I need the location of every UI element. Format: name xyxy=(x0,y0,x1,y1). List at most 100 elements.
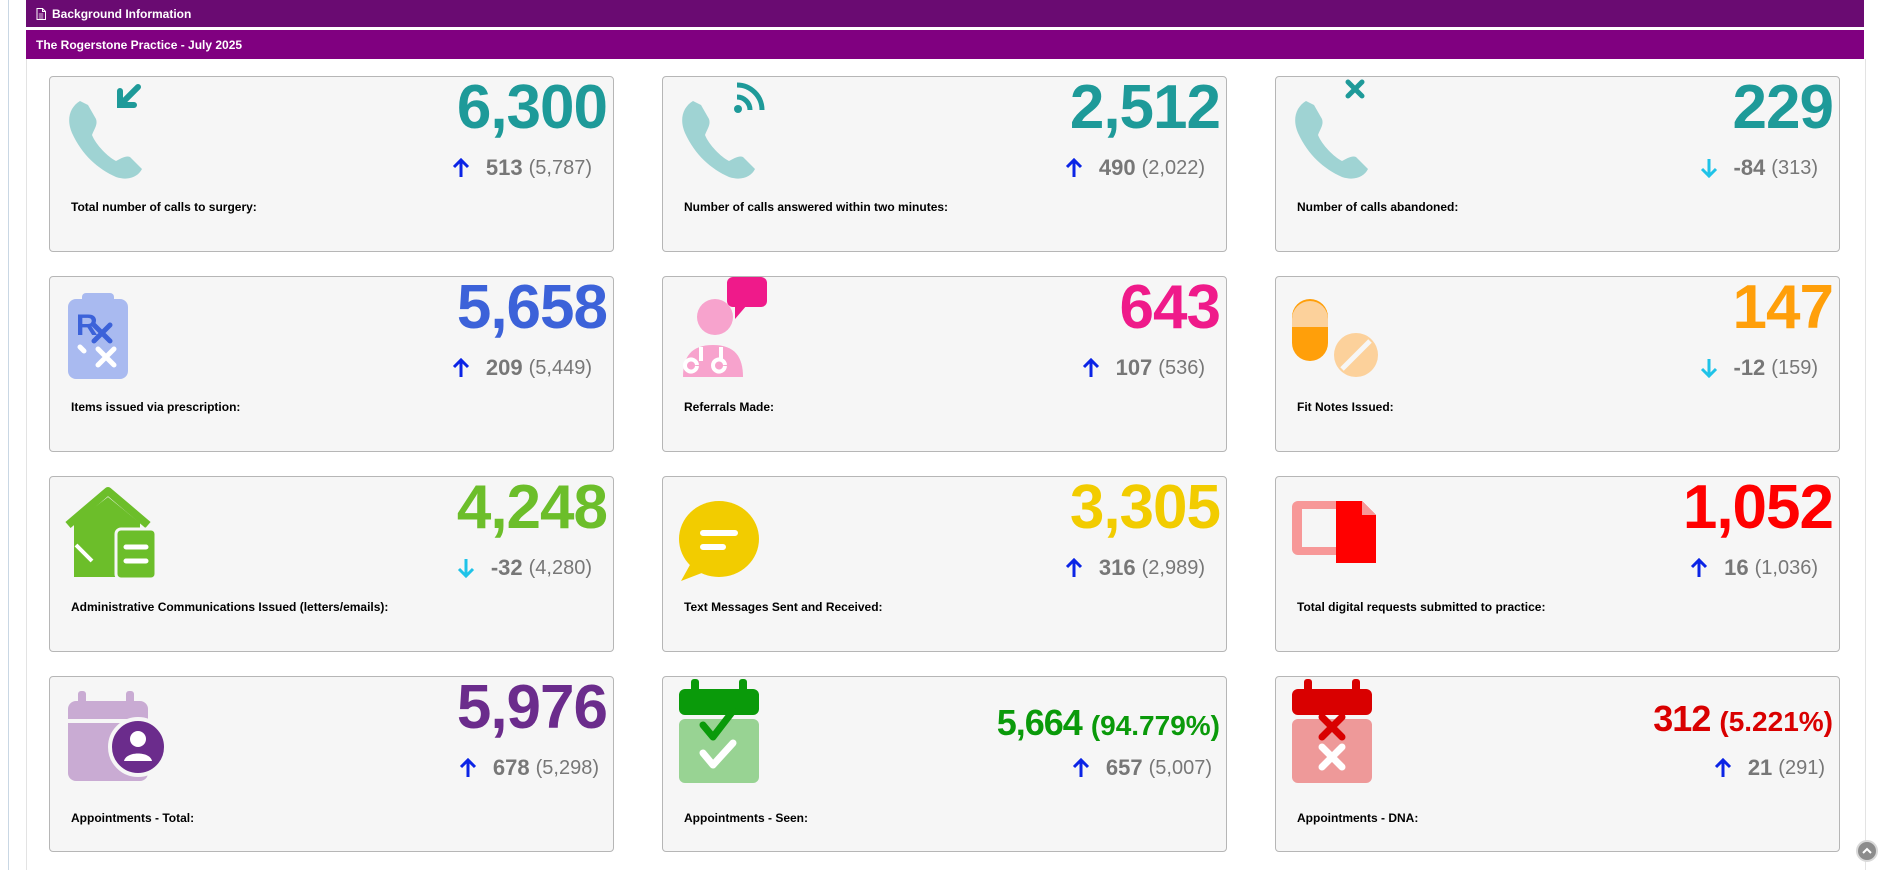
stat-delta: 21 xyxy=(1747,755,1773,780)
phone-ringing-icon xyxy=(682,82,765,179)
stat-label: Number of calls answered within two minu… xyxy=(684,200,949,214)
prescription-icon: R xyxy=(68,293,128,379)
stat-label: Total digital requests submitted to prac… xyxy=(1297,600,1546,614)
stat-card-total-calls: 6,300 513 (5,787) Total number of calls … xyxy=(49,76,614,252)
arrow-up-icon xyxy=(459,757,476,777)
stat-label: Fit Notes Issued: xyxy=(1297,400,1394,414)
calendar-cross-icon xyxy=(1292,679,1372,783)
stat-value: 6,300 xyxy=(456,73,608,142)
stat-change: -32 (4,280) xyxy=(457,555,592,581)
stat-delta: 513 xyxy=(485,155,523,180)
stat-delta: 316 xyxy=(1098,555,1136,580)
stat-delta: -32 xyxy=(490,555,523,580)
stat-delta: 490 xyxy=(1098,155,1136,180)
pills-icon xyxy=(1292,299,1378,377)
stat-delta: -12 xyxy=(1733,355,1766,380)
stat-label: Administrative Communications Issued (le… xyxy=(71,600,389,614)
phone-incoming-icon xyxy=(69,84,142,179)
stat-change: 107 (536) xyxy=(1082,355,1205,381)
stat-card-calls-abandoned: 229 -84 (313) Number of calls abandoned: xyxy=(1275,76,1840,252)
arrow-up-icon xyxy=(1072,757,1089,777)
stat-change: 490 (2,022) xyxy=(1065,155,1205,181)
stat-label: Appointments - Seen: xyxy=(684,811,809,825)
stat-label: Total number of calls to surgery: xyxy=(71,200,257,214)
stat-delta: -84 xyxy=(1733,155,1766,180)
stat-value-number: 312 xyxy=(1653,698,1711,739)
stat-value: 2,512 xyxy=(1069,73,1221,142)
stat-previous: (2,022) xyxy=(1141,156,1205,179)
phone-missed-icon xyxy=(1295,79,1368,179)
stat-card-admin-communications: 4,248 -32 (4,280) Administrative Communi… xyxy=(49,476,614,652)
stat-change: 657 (5,007) xyxy=(1072,755,1212,781)
stat-change: 678 (5,298) xyxy=(459,755,599,781)
stat-previous: (291) xyxy=(1778,756,1825,779)
stat-card-text-messages: 3,305 316 (2,989) Text Messages Sent and… xyxy=(662,476,1227,652)
stat-change: -84 (313) xyxy=(1700,155,1818,181)
stat-label: Appointments - Total: xyxy=(71,811,195,825)
stat-value: 3,305 xyxy=(1069,473,1221,542)
stat-change: 316 (2,989) xyxy=(1065,555,1205,581)
stat-card-appointments-total: 5,976 678 (5,298) Appointments - Total: xyxy=(49,676,614,852)
stat-label: Appointments - DNA: xyxy=(1297,811,1419,825)
stat-change: 16 (1,036) xyxy=(1690,555,1818,581)
document-icon xyxy=(36,7,46,20)
arrow-up-icon xyxy=(1691,557,1708,577)
stat-value: 5,664 (94.779%) xyxy=(997,705,1220,741)
arrow-up-icon xyxy=(452,157,469,177)
calendar-check-icon xyxy=(679,679,759,783)
arrow-up-icon xyxy=(1082,357,1099,377)
stat-label: Items issued via prescription: xyxy=(71,400,241,414)
stat-value-number: 5,664 xyxy=(996,702,1083,743)
stat-value-number: 5,976 xyxy=(456,673,608,742)
stat-card-appointments-dna: 312 (5.221%) 21 (291) Appointments - DNA… xyxy=(1275,676,1840,852)
stat-previous: (5,007) xyxy=(1148,756,1212,779)
subheader-title: The Rogerstone Practice - July 2025 xyxy=(36,37,243,52)
stat-card-calls-answered: 2,512 490 (2,022) Number of calls answer… xyxy=(662,76,1227,252)
stat-previous: (2,989) xyxy=(1141,556,1205,579)
stat-change: 21 (291) xyxy=(1714,755,1825,781)
stat-value: 5,976 xyxy=(457,677,608,739)
stat-card-prescriptions: R 5,658 209 (5,449) Items issued via pre… xyxy=(49,276,614,452)
stat-previous: (5,449) xyxy=(528,356,592,379)
stat-card-appointments-seen: 5,664 (94.779%) 657 (5,007) Appointments… xyxy=(662,676,1227,852)
stat-value: 643 xyxy=(1119,273,1221,342)
stat-previous: (536) xyxy=(1158,356,1205,379)
dashboard-content: 6,300 513 (5,787) Total number of calls … xyxy=(26,59,1866,870)
stat-delta: 657 xyxy=(1105,755,1143,780)
stat-card-digital-requests: 1,052 16 (1,036) Total digital requests … xyxy=(1275,476,1840,652)
arrow-down-icon xyxy=(1700,359,1717,379)
left-border xyxy=(8,0,9,870)
svg-text:R: R xyxy=(76,309,98,342)
arrow-down-icon xyxy=(457,559,474,579)
chat-bubble-icon xyxy=(679,501,759,581)
stat-value: 1,052 xyxy=(1682,473,1834,542)
stat-previous: (4,280) xyxy=(528,556,592,579)
chevron-up-icon xyxy=(1862,847,1872,854)
stat-label: Text Messages Sent and Received: xyxy=(684,600,883,614)
stat-card-referrals: 643 107 (536) Referrals Made: xyxy=(662,276,1227,452)
stat-card-fit-notes: 147 -12 (159) Fit Notes Issued: xyxy=(1275,276,1840,452)
stat-label: Referrals Made: xyxy=(684,400,775,414)
stat-value: 5,658 xyxy=(456,273,608,342)
arrow-down-icon xyxy=(1700,159,1717,179)
stat-delta: 16 xyxy=(1724,555,1749,580)
doctor-referral-icon xyxy=(683,277,767,377)
stat-delta: 209 xyxy=(485,355,523,380)
stat-value: 229 xyxy=(1732,73,1834,142)
scroll-to-top-button[interactable] xyxy=(1856,840,1878,862)
stat-delta: 678 xyxy=(492,755,530,780)
digital-request-icon xyxy=(1292,501,1376,563)
arrow-up-icon xyxy=(1065,157,1082,177)
stat-value: 147 xyxy=(1732,273,1834,342)
arrow-up-icon xyxy=(452,357,469,377)
stat-previous: (159) xyxy=(1771,356,1818,379)
stat-previous: (313) xyxy=(1771,156,1818,179)
stat-change: 209 (5,449) xyxy=(452,355,592,381)
stat-change: -12 (159) xyxy=(1700,355,1818,381)
arrow-up-icon xyxy=(1065,557,1082,577)
stat-value: 4,248 xyxy=(456,473,608,542)
arrow-up-icon xyxy=(1714,757,1731,777)
stat-label: Number of calls abandoned: xyxy=(1297,200,1459,214)
stat-delta: 107 xyxy=(1115,355,1153,380)
background-information-header[interactable]: Background Information xyxy=(26,0,1864,27)
